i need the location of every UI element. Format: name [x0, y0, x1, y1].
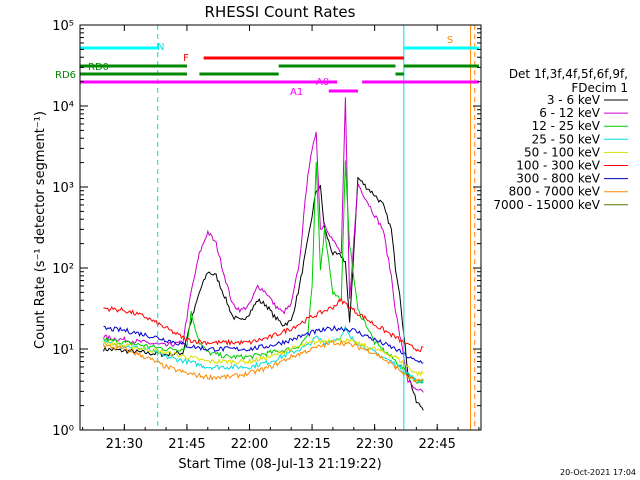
flag-label-a1: A1	[290, 87, 303, 98]
series-line-6	[103, 324, 424, 364]
series-line-5	[103, 297, 424, 352]
legend-label-6: 300 - 800 keV	[516, 172, 600, 186]
legend-label-0: 3 - 6 keV	[547, 93, 601, 107]
x-tick-label-1: 21:45	[168, 437, 205, 452]
y-tick-label-4: 10⁴	[52, 100, 74, 115]
legend-title-line-2: FDecim 1	[571, 81, 628, 95]
chart-title: RHESSI Count Rates	[205, 3, 356, 21]
series-line-3	[103, 325, 424, 384]
y-tick-label-2: 10²	[52, 262, 74, 277]
flag-label-rd0: RD0	[88, 62, 109, 73]
series-line-7	[103, 339, 424, 383]
series-line-0	[103, 176, 424, 411]
y-tick-label-3: 10³	[52, 181, 74, 196]
y-tick-label-5: 10⁵	[52, 19, 74, 34]
plot-area: N S F RD0 RD6 A0 A1	[55, 25, 479, 430]
flag-label-s: S	[447, 35, 453, 46]
series-line-2	[103, 160, 424, 384]
x-tick-label-3: 22:15	[293, 437, 330, 452]
legend-label-8: 7000 - 15000 keV	[493, 198, 600, 212]
y-tick-label-1: 10¹	[52, 343, 74, 358]
legend-label-5: 100 - 300 keV	[516, 159, 600, 173]
legend-label-2: 12 - 25 keV	[532, 119, 601, 133]
flag-label-a0: A0	[316, 77, 329, 88]
plot-frame	[79, 24, 482, 431]
x-tick-label-0: 21:30	[106, 437, 143, 452]
footer-date: 20-Oct-2021 17:04	[560, 468, 636, 477]
axes: 21:30 21:45 22:00 22:15 22:30 22:45 10⁰ 10¹ 10² 1…	[52, 19, 481, 452]
legend-label-3: 25 - 50 keV	[532, 132, 601, 146]
legend: Det 1f,3f,4f,5f,6f,9f, FDecim 1 3 - 6 ke…	[493, 67, 628, 212]
x-tick-label-5: 22:45	[418, 437, 455, 452]
legend-label-4: 50 - 100 keV	[524, 145, 601, 159]
flag-label-f: F	[183, 53, 189, 64]
series-line-1	[103, 97, 424, 393]
x-tick-label-2: 22:00	[231, 437, 268, 452]
y-axis-label: Count Rate (s⁻¹ detector segment⁻¹)	[33, 111, 48, 349]
x-axis-label: Start Time (08-Jul-13 21:19:22)	[178, 457, 381, 472]
legend-label-1: 6 - 12 keV	[539, 106, 601, 120]
legend-label-7: 800 - 7000 keV	[509, 185, 601, 199]
x-tick-label-4: 22:30	[356, 437, 393, 452]
legend-title-line-1: Det 1f,3f,4f,5f,6f,9f,	[509, 67, 628, 81]
y-tick-label-0: 10⁰	[52, 424, 74, 439]
series-line-4	[103, 337, 424, 377]
flag-label-rd6: RD6	[55, 70, 76, 81]
flag-label-n: N	[157, 42, 164, 53]
